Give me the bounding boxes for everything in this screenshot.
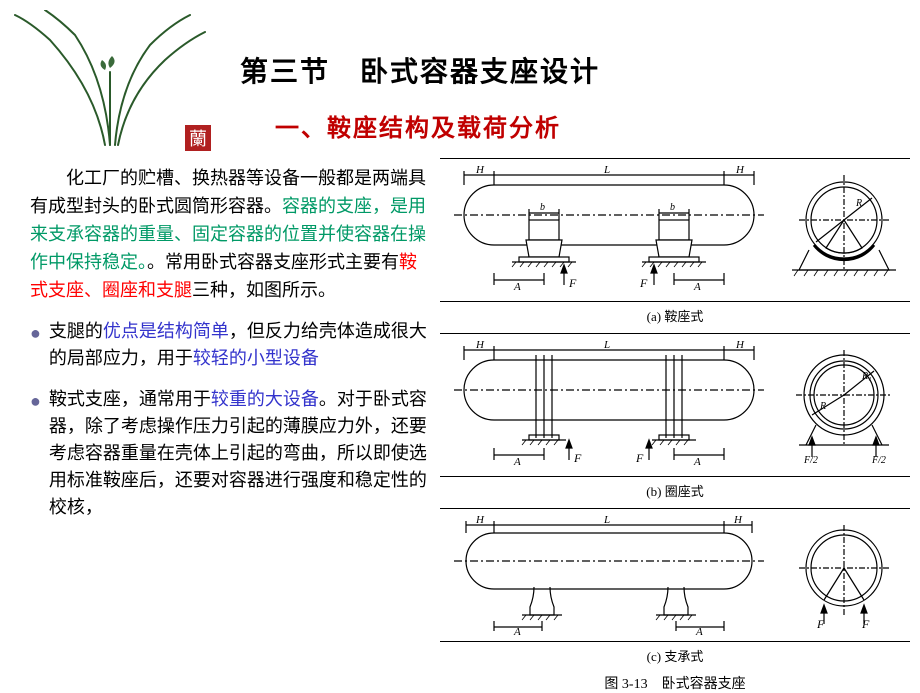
- title-block: 第三节 卧式容器支座设计 一、鞍座结构及载荷分析: [240, 50, 840, 143]
- svg-text:R: R: [819, 401, 826, 412]
- paragraph-1: 化工厂的贮槽、换热器等设备一般都是两端具有成型封头的卧式圆筒形容器。容器的支座，…: [30, 165, 430, 304]
- svg-text:A: A: [513, 626, 521, 635]
- b1-blue: 优点是结构简单: [103, 321, 229, 341]
- figure-3-13: H L H b b A A F F: [440, 158, 910, 678]
- vessel-saddle-side: H L H b b A A F F: [444, 165, 774, 295]
- svg-text:A: A: [693, 281, 701, 293]
- svg-text:A: A: [695, 626, 703, 635]
- subfig-b: H L H A A F F R₁ R F/2: [440, 333, 910, 477]
- b2-blue: 较重的大设备: [211, 389, 319, 409]
- svg-text:L: L: [603, 340, 610, 351]
- svg-text:A: A: [513, 456, 521, 468]
- svg-text:F: F: [816, 617, 825, 630]
- subfig-a: H L H b b A A F F: [440, 158, 910, 302]
- section-title: 第三节 卧式容器支座设计: [240, 50, 840, 90]
- svg-text:F: F: [573, 451, 582, 465]
- svg-text:R: R: [855, 198, 862, 209]
- svg-text:A: A: [513, 281, 521, 293]
- svg-text:H: H: [735, 165, 745, 176]
- p1-plain3: 三种，如图所示。: [192, 280, 336, 300]
- svg-text:F: F: [861, 617, 870, 630]
- svg-text:L: L: [603, 515, 610, 526]
- vessel-leg-side: H L H A A: [444, 515, 774, 635]
- svg-text:F: F: [639, 276, 648, 290]
- subfig-c: H L H A A F F: [440, 508, 910, 642]
- vessel-saddle-end: R: [784, 170, 904, 290]
- caption-a: (a) 鞍座式: [440, 306, 910, 325]
- p1-plain2: 。常用卧式容器支座形式主要有: [147, 252, 399, 272]
- caption-c: (c) 支承式: [440, 646, 910, 665]
- svg-text:H: H: [475, 165, 485, 176]
- vessel-leg-end: F F: [784, 520, 904, 630]
- svg-text:H: H: [475, 515, 485, 526]
- svg-text:F/2: F/2: [871, 455, 886, 465]
- svg-text:F: F: [568, 276, 577, 290]
- svg-text:b: b: [540, 202, 545, 213]
- svg-text:H: H: [475, 340, 485, 351]
- bullet-1: ● 支腿的优点是结构简单，但反力给壳体造成很大的局部应力，用于较轻的小型设备: [30, 318, 430, 372]
- subtitle: 一、鞍座结构及载荷分析: [275, 108, 840, 143]
- svg-text:A: A: [693, 456, 701, 468]
- body-text: 化工厂的贮槽、换热器等设备一般都是两端具有成型封头的卧式圆筒形容器。容器的支座，…: [30, 165, 430, 521]
- seal-stamp: 蘭: [185, 125, 211, 151]
- bullet-dot-icon: ●: [30, 320, 41, 372]
- b2-pre: 鞍式支座，通常用于: [49, 389, 211, 409]
- caption-b: (b) 圈座式: [440, 481, 910, 500]
- orchid-decoration: 蘭: [10, 10, 210, 155]
- svg-text:F/2: F/2: [803, 455, 818, 465]
- svg-text:H: H: [733, 515, 743, 526]
- bullet-dot-icon: ●: [30, 388, 41, 521]
- svg-text:F: F: [635, 451, 644, 465]
- svg-text:L: L: [603, 165, 610, 176]
- svg-text:b: b: [670, 202, 675, 213]
- b1-pre: 支腿的: [49, 321, 103, 341]
- vessel-ring-end: R₁ R F/2 F/2: [784, 345, 904, 465]
- figure-main-caption: 图 3-13 卧式容器支座: [440, 673, 910, 693]
- svg-text:R₁: R₁: [861, 371, 872, 382]
- svg-text:H: H: [735, 340, 745, 351]
- vessel-ring-side: H L H A A F F: [444, 340, 774, 470]
- b1-tailblue: 较轻的小型设备: [193, 348, 319, 368]
- bullet-2: ● 鞍式支座，通常用于较重的大设备。对于卧式容器，除了考虑操作压力引起的薄膜应力…: [30, 386, 430, 521]
